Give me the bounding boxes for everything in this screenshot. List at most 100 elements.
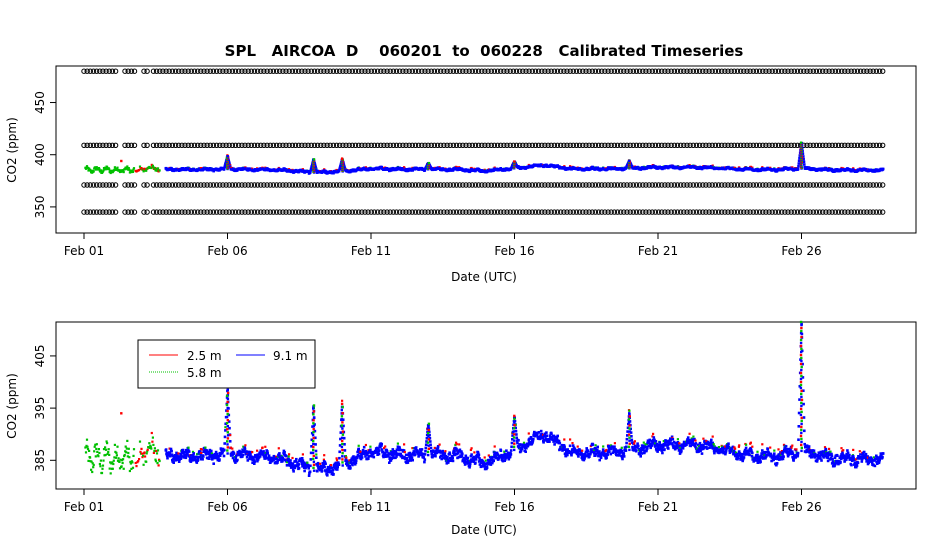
co2-point xyxy=(209,453,213,456)
calibration-point xyxy=(857,142,864,149)
calibration-point xyxy=(583,142,589,149)
co2-point xyxy=(500,453,503,457)
calibration-point xyxy=(261,68,267,74)
calibration-point xyxy=(864,182,870,188)
calibration-point xyxy=(204,142,210,149)
calibration-point xyxy=(734,182,741,188)
calibration-point xyxy=(794,142,801,149)
calibration-point xyxy=(542,142,548,149)
calibration-point xyxy=(832,142,839,149)
calibration-point xyxy=(157,182,163,188)
co2-point xyxy=(436,448,439,451)
co2-point xyxy=(334,461,338,465)
calibration-point xyxy=(564,68,570,74)
calibration-point xyxy=(785,142,791,149)
co2-point xyxy=(442,456,445,460)
calibration-point xyxy=(482,68,488,74)
co2-point xyxy=(427,424,430,427)
co2-point xyxy=(450,459,453,462)
calibration-point xyxy=(286,182,292,188)
calibration-point xyxy=(662,68,668,74)
co2-point xyxy=(337,461,340,464)
calibration-point xyxy=(457,209,463,215)
calibration-point xyxy=(779,209,785,215)
co2-point xyxy=(276,461,279,464)
co2-point xyxy=(463,461,466,464)
calibration-point xyxy=(835,68,842,74)
co2-point xyxy=(335,457,338,460)
calibration-point xyxy=(157,142,163,149)
calibration-point xyxy=(728,209,734,215)
co2-point xyxy=(425,440,428,443)
calibration-point xyxy=(649,142,655,149)
co2-point xyxy=(251,461,254,464)
calibration-point xyxy=(548,142,554,149)
calibration-point xyxy=(169,68,176,74)
calibration-point xyxy=(406,182,412,188)
co2-point xyxy=(138,458,141,461)
co2-point xyxy=(105,167,108,170)
co2-point xyxy=(492,459,495,462)
calibration-point xyxy=(535,209,542,215)
calibration-point xyxy=(813,209,820,215)
co2-point xyxy=(463,457,466,460)
calibration-point xyxy=(665,182,671,188)
calibration-point xyxy=(299,142,305,149)
calibration-point xyxy=(112,209,119,215)
calibration-point xyxy=(785,209,791,215)
calibration-point xyxy=(535,182,542,188)
co2-point xyxy=(128,168,131,171)
calibration-point xyxy=(794,182,801,188)
calibration-point xyxy=(412,209,419,215)
calibration-point xyxy=(633,142,640,149)
calibration-point xyxy=(760,142,766,149)
calibration-point xyxy=(772,142,779,149)
calibration-point xyxy=(441,182,447,188)
co2-point xyxy=(232,452,236,455)
co2-point xyxy=(115,454,118,457)
co2-point xyxy=(190,457,194,460)
co2-point xyxy=(128,469,131,473)
calibration-point xyxy=(810,209,816,215)
co2-point xyxy=(142,463,145,466)
co2-point xyxy=(94,455,97,458)
calibration-point xyxy=(539,182,545,188)
calibration-point xyxy=(251,182,258,188)
calibration-point xyxy=(756,182,763,188)
co2-point xyxy=(89,456,92,459)
calibration-point xyxy=(299,182,305,188)
co2-point xyxy=(200,451,203,454)
co2-point xyxy=(158,459,161,463)
calibration-point xyxy=(570,209,576,215)
calibration-point xyxy=(438,209,444,215)
co2-point xyxy=(477,453,481,457)
co2-point xyxy=(222,454,226,458)
co2-point xyxy=(262,453,265,456)
calibration-markers xyxy=(81,68,886,215)
calibration-point xyxy=(700,142,706,149)
calibration-point xyxy=(491,182,498,188)
calibration-point xyxy=(747,142,753,149)
co2-point xyxy=(315,453,318,456)
calibration-point xyxy=(507,209,513,215)
co2-point xyxy=(256,459,259,463)
co2-point xyxy=(99,170,102,173)
calibration-point xyxy=(589,182,595,188)
calibration-point xyxy=(747,68,753,74)
calibration-point xyxy=(160,68,166,74)
calibration-point xyxy=(248,142,255,149)
co2-point xyxy=(300,462,304,465)
co2-point xyxy=(377,447,380,451)
calibration-point xyxy=(558,142,564,149)
calibration-point xyxy=(469,182,475,188)
calibration-point xyxy=(592,142,599,149)
co2-point xyxy=(434,449,438,453)
co2-point xyxy=(218,458,221,461)
calibration-point xyxy=(125,142,131,149)
co2-point xyxy=(510,441,514,445)
co2-point xyxy=(399,452,402,456)
calibration-point xyxy=(857,68,864,74)
calibration-point xyxy=(393,142,400,149)
co2-point xyxy=(282,449,286,453)
calibration-point xyxy=(141,209,147,215)
